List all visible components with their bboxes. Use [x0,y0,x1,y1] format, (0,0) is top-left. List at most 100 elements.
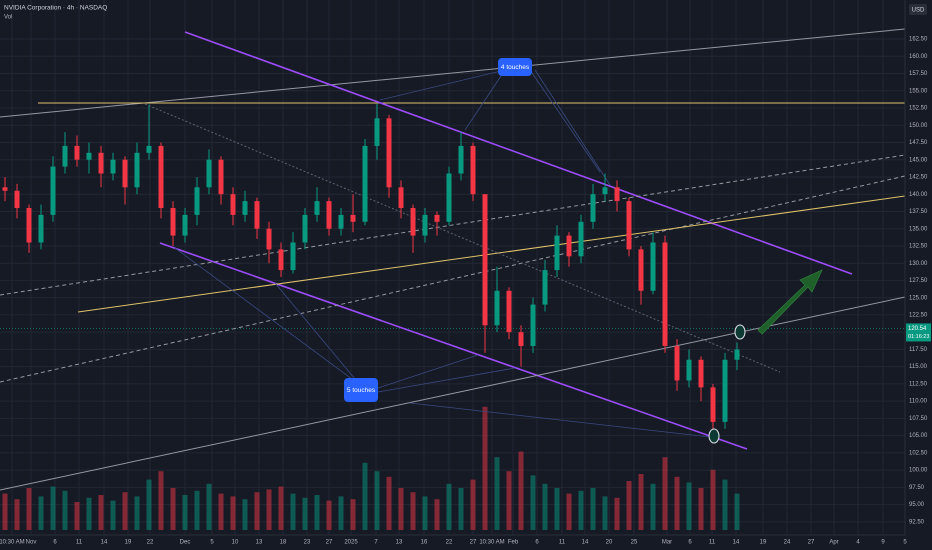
volume-bar [578,490,584,530]
touch-line [377,354,479,389]
x-tick-label: 13 [396,540,403,546]
x-tick-label: 22 [147,540,154,546]
volume-bar [302,497,308,530]
volume-bar [314,495,320,530]
x-tick-label: 13 [256,540,263,546]
volume-bar [62,490,68,530]
candles [2,103,740,440]
x-tick-label: 19 [760,540,767,546]
volume-bar [122,492,128,530]
candle-body [638,249,644,291]
y-tick-label: 117.50 [909,347,928,353]
volume-bar [98,495,104,530]
candle-body [158,145,164,208]
candle-body [146,145,152,153]
candle-body [542,270,548,305]
price-label: 120.54 [908,326,927,332]
touch-line [377,367,516,393]
volume-bar [530,475,536,530]
candle-body [650,242,656,291]
y-tick-label: 147.50 [909,140,928,146]
volume-bar [146,479,152,530]
y-tick-label: 150.00 [909,123,928,129]
y-tick-label: 142.50 [909,175,928,181]
x-tick-label: 23 [304,540,311,546]
dashed-line [0,175,906,383]
touch-line [379,69,506,101]
dotted-line [144,103,781,373]
x-tick-label: 20 [606,540,613,546]
x-tick-label: 27 [808,540,815,546]
volume-bar [38,496,44,530]
grid [0,0,906,535]
y-tick-label: 152.50 [909,106,928,112]
volume-bar [554,488,560,530]
volume-bar [326,500,332,530]
channel-bottom [159,242,748,450]
candle-body [302,214,308,243]
candle-body [446,173,452,222]
volume-bar [26,488,32,530]
dashed-line [0,154,906,296]
volume-bar [518,451,524,530]
y-tick-label: 92.50 [909,519,925,525]
x-tick-label: Apr [829,540,838,546]
volume-bar [482,406,488,530]
y-tick-label: 140.00 [909,192,928,198]
touch-line [409,402,711,438]
volume-bar [206,483,212,530]
channel-top [184,31,853,275]
x-tick-label: 10:30 AM [0,540,25,546]
volume-bar [230,496,236,530]
candle-body [182,214,188,236]
x-tick-label: 6 [53,540,57,546]
y-tick-label: 145.00 [909,157,928,163]
drawings [0,28,906,491]
volume-bar [2,493,8,530]
candle-body [602,187,608,195]
candle-body [494,290,500,326]
y-tick-label: 127.50 [909,278,928,284]
candle-body [38,214,44,243]
currency: USD [912,8,925,14]
x-tick-label: 16 [421,540,428,546]
x-tick-label: 4 [856,540,860,546]
trendline-yellow [77,195,906,313]
volume-bar [134,496,140,530]
x-tick-label: 27 [326,540,333,546]
y-tick-label: 115.00 [909,364,928,370]
candle-body [626,201,632,250]
candle-body [674,345,680,381]
volume-bar [218,493,224,530]
volume-bar [14,499,20,530]
x-tick-label: Nov [26,540,37,546]
touch-circle [734,324,746,340]
volume-bar [350,499,356,530]
candle-body [374,118,380,146]
x-tick-label: 5 [903,540,907,546]
volume-bar [278,486,284,530]
volume-legend: Vol [4,15,12,21]
x-tick-label: 11 [709,540,716,546]
volume-bar [422,496,428,530]
markers [708,324,746,444]
y-tick-label: 125.00 [909,295,928,301]
trendline [0,296,906,491]
candle-body [566,235,572,257]
y-tick-label: 132.50 [909,244,928,250]
x-tick-label: 10 [232,540,239,546]
candle-body [590,194,596,222]
candle-body [530,304,536,346]
volume-bar [410,492,416,530]
candle-body [698,359,704,388]
volume-bar [470,479,476,530]
y-tick-label: 112.50 [909,381,928,387]
volume-bar [86,497,92,530]
candle-body [62,145,68,167]
candle-body [410,207,416,236]
volume-bar [182,495,188,530]
candle-body [554,235,560,271]
x-tick-label: 18 [280,540,287,546]
